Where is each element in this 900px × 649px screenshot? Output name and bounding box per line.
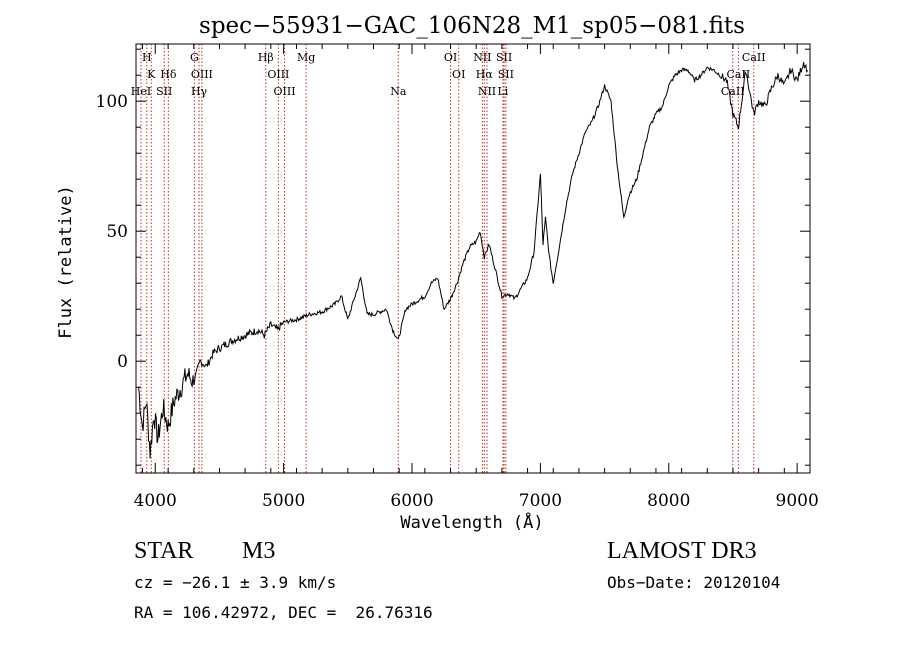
- spectral-line-label: CaII: [742, 51, 766, 64]
- redshift-cz: cz = −26.1 ± 3.9 km/s: [134, 573, 337, 592]
- object-class: STAR: [134, 538, 194, 564]
- spectral-line-label: OI: [444, 51, 457, 64]
- axis-ticks: [136, 44, 811, 473]
- spectral-line-label: OIII: [191, 68, 213, 81]
- x-tick-label: 9000: [776, 491, 819, 511]
- spectral-line-label: G: [190, 51, 199, 64]
- x-tick-label: 5000: [262, 491, 305, 511]
- spectral-line-label: Li: [497, 85, 508, 98]
- spectral-line-label: SII: [156, 85, 172, 98]
- spectrum-line: [138, 62, 808, 459]
- y-axis-label: Flux (relative): [56, 185, 76, 339]
- spectral-line-label: Hγ: [191, 85, 208, 98]
- observation-date: Obs−Date: 20120104: [607, 573, 781, 592]
- y-tick-label: 50: [106, 222, 128, 242]
- spectral-line-label: Na: [390, 85, 407, 98]
- x-tick-label: 7000: [519, 491, 562, 511]
- spectral-line-label: SII: [498, 68, 514, 81]
- y-tick-label: 100: [96, 92, 128, 112]
- spectral-line-label: Hβ: [258, 51, 274, 64]
- spectral-line-label: CaII: [727, 68, 751, 81]
- x-axis-label: Wavelength (Å): [400, 511, 543, 533]
- survey-name: LAMOST DR3: [607, 538, 757, 564]
- spectral-line-label: OIII: [267, 68, 289, 81]
- spectral-line-label: OIII: [274, 85, 296, 98]
- axis-tick-labels: 4000 5000 6000 7000 8000 9000 0 50 100: [96, 92, 819, 511]
- x-tick-label: 8000: [647, 491, 690, 511]
- spectral-line-label: OI: [452, 68, 465, 81]
- x-tick-label: 6000: [390, 491, 433, 511]
- spectrum-series: [138, 62, 808, 459]
- chart-title: spec−55931−GAC_106N28_M1_sp05−081.fits: [199, 13, 745, 39]
- spectral-line-label: CaII: [721, 85, 745, 98]
- object-subclass: M3: [242, 538, 276, 564]
- spectral-line-label: NII: [473, 51, 491, 64]
- spectral-line-label: Hα: [476, 68, 494, 81]
- plot-frame: [135, 43, 811, 474]
- spectral-line-label: SII: [496, 51, 512, 64]
- spectral-line-label: Hδ: [160, 68, 177, 81]
- coordinates: RA = 106.42972, DEC = 26.76316: [134, 603, 433, 622]
- y-tick-label: 0: [117, 352, 128, 372]
- spectral-line-label: H: [142, 51, 152, 64]
- x-tick-label: 4000: [134, 491, 177, 511]
- spectral-line-markers: [140, 44, 755, 473]
- spectral-line-labels: HK HeI SII Hδ G OIII Hγ Hβ OIII OIII Mg Na OI OI NII Hα…: [131, 51, 766, 98]
- spectral-line-label: Mg: [297, 51, 315, 64]
- spectral-line-label: K: [147, 68, 156, 81]
- spectral-line-label: HeI: [131, 85, 151, 98]
- spectral-line-label: NII: [478, 85, 496, 98]
